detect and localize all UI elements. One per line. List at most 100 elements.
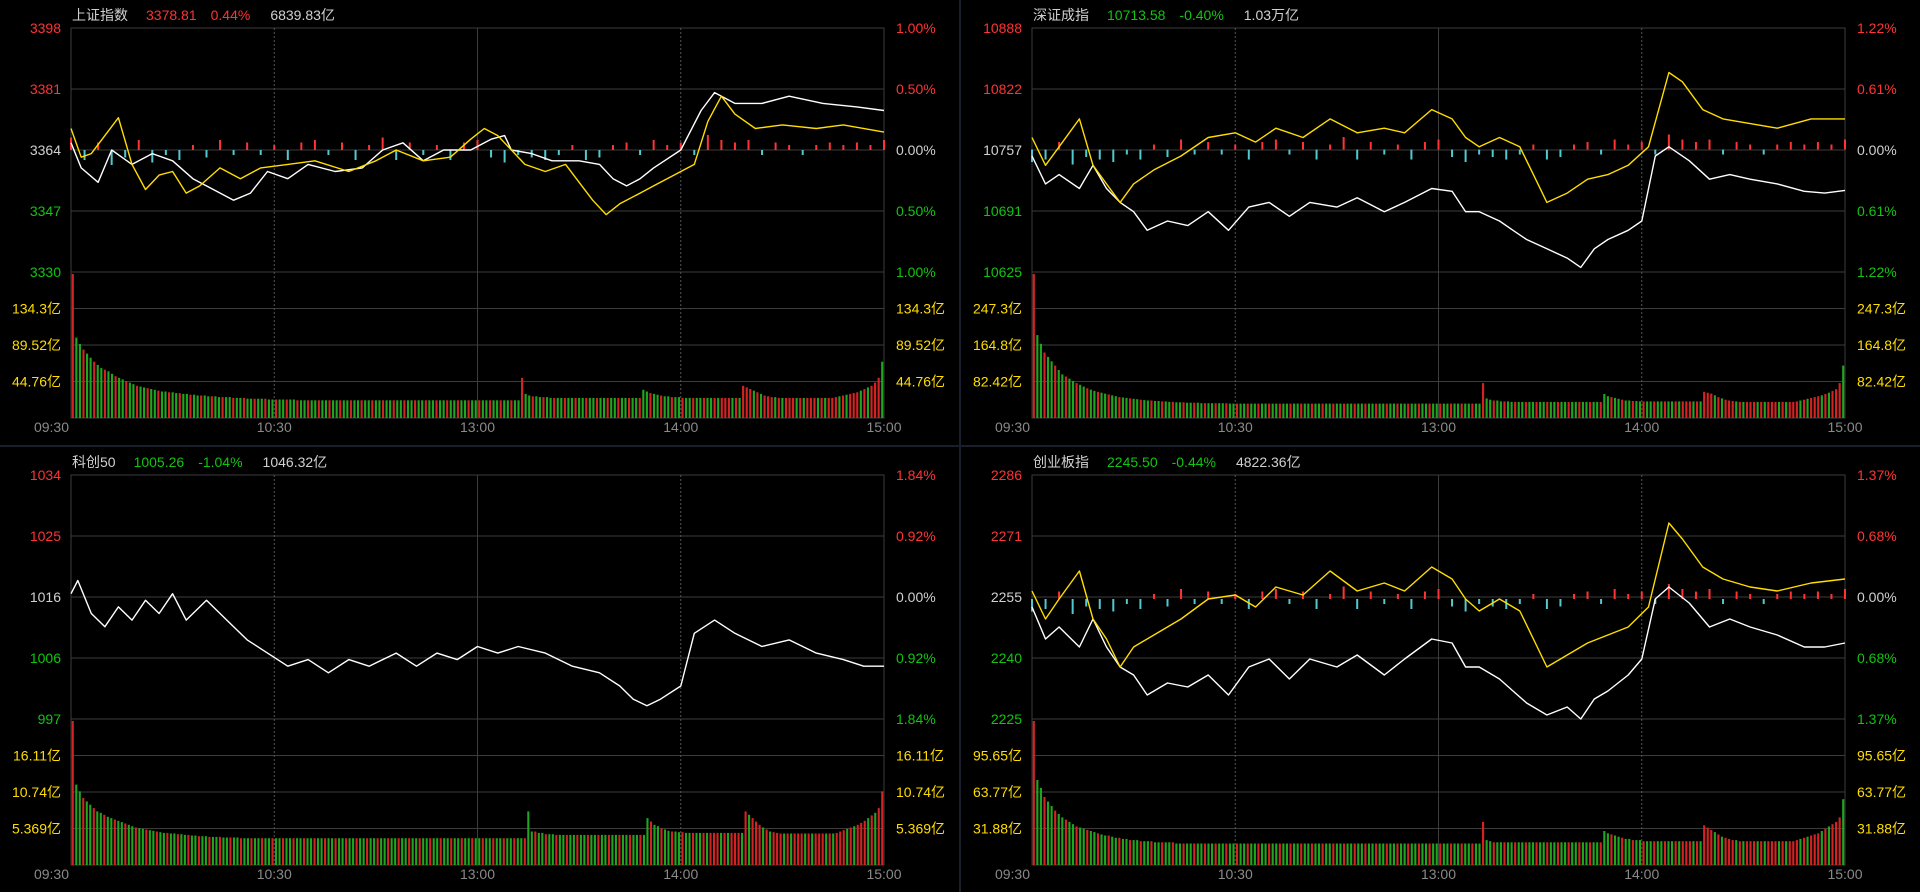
- volume-bar: [250, 398, 253, 418]
- volume-bar: [1303, 403, 1306, 418]
- momentum-bar: [1207, 591, 1210, 599]
- volume-bar: [1678, 401, 1681, 418]
- volume-bar: [171, 392, 174, 418]
- volume-bar: [1417, 843, 1420, 865]
- volume-bar: [225, 397, 228, 418]
- volume-bar: [335, 400, 338, 418]
- volume-bar: [1728, 400, 1731, 418]
- volume-bar: [649, 821, 653, 865]
- volume-bar: [153, 389, 156, 418]
- volume-bar: [1260, 403, 1264, 418]
- volume-bar: [1506, 842, 1510, 865]
- volume-bar: [222, 837, 225, 865]
- volume-bar: [1785, 841, 1788, 865]
- volume-bar: [1767, 401, 1770, 418]
- volume-bar: [267, 399, 270, 418]
- volume-bar: [1820, 395, 1823, 418]
- volume-bar: [1143, 841, 1146, 865]
- volume-bar: [85, 353, 89, 418]
- volume-bar: [1656, 841, 1659, 865]
- volume-bar: [1375, 843, 1378, 865]
- volume-bar: [1710, 829, 1713, 865]
- volume-bar: [867, 818, 870, 865]
- momentum-bar: [1545, 599, 1548, 609]
- index-change-pct: -0.44%: [1172, 454, 1216, 470]
- pct-tick-label: 0.50%: [896, 203, 936, 219]
- volume-bar: [749, 389, 752, 418]
- volume-bar: [1617, 398, 1620, 418]
- volume-bar: [292, 399, 295, 418]
- volume-bar: [1132, 398, 1135, 418]
- momentum-bar: [1803, 594, 1806, 599]
- volume-bar: [758, 824, 761, 865]
- momentum-bar: [1627, 144, 1630, 150]
- panel-chinext[interactable]: 创业板指 2245.50 -0.44% 4822.36亿 2286 1.37% 2271 0.…: [961, 447, 1920, 892]
- volume-bar: [1161, 401, 1164, 418]
- volume-bar: [799, 397, 802, 418]
- price-tick-label: 10691: [983, 203, 1022, 219]
- volume-bar: [1457, 403, 1460, 418]
- volume-bar: [1806, 398, 1809, 418]
- volume-bar: [781, 397, 784, 418]
- volume-bar: [1079, 827, 1082, 865]
- volume-bar: [510, 400, 513, 418]
- volume-bar: [185, 393, 188, 418]
- volume-bar: [387, 838, 390, 865]
- volume-bar: [1128, 840, 1132, 865]
- volume-bar: [1424, 403, 1428, 418]
- index-chart-svg: 上证指数 3378.81 0.44% 6839.83亿 3398 1.00% 3381 0.5…: [12, 7, 945, 435]
- volume-bar: [832, 833, 835, 865]
- volume-bar: [359, 838, 362, 865]
- pct-tick-label: 0.61%: [1857, 81, 1897, 97]
- volume-bar: [89, 804, 92, 865]
- volume-bar: [1556, 401, 1560, 418]
- panel-shanghai-composite[interactable]: 上证指数 3378.81 0.44% 6839.83亿 3398 1.00% 3381 0.5…: [0, 0, 959, 445]
- volume-bar: [355, 838, 358, 865]
- volume-bar: [1756, 401, 1759, 418]
- panel-shenzhen-component[interactable]: 深证成指 10713.58 -0.40% 1.03万亿 10888 1.22% 10822 0…: [961, 0, 1920, 445]
- volume-bar: [481, 838, 484, 865]
- volume-bar: [727, 397, 730, 418]
- volume-bar: [595, 397, 599, 418]
- momentum-bar: [1437, 589, 1440, 599]
- momentum-bar: [449, 150, 452, 160]
- volume-bar: [1043, 352, 1046, 418]
- volume-bar: [734, 397, 738, 418]
- volume-bar: [827, 397, 830, 418]
- momentum-bar: [1288, 149, 1291, 155]
- panel-star50[interactable]: 科创50 1005.26 -1.04% 1046.32亿 1034 1.84% 1025 0.…: [0, 447, 959, 892]
- volume-bar: [776, 832, 779, 865]
- volume-bar: [1467, 403, 1470, 418]
- momentum-bar: [490, 150, 493, 158]
- index-name: 上证指数: [72, 7, 128, 23]
- volume-bar: [392, 400, 395, 418]
- volume-bar: [425, 838, 428, 865]
- volume-bar: [1564, 401, 1567, 418]
- volume-bar: [578, 397, 581, 418]
- momentum-bar: [720, 140, 723, 150]
- volume-bar: [309, 838, 313, 865]
- volume-bar: [1057, 370, 1060, 418]
- price-tick-label: 3347: [30, 203, 61, 219]
- volume-bar: [1670, 841, 1674, 865]
- volume-bar: [429, 838, 432, 865]
- volume-bar: [1496, 842, 1499, 865]
- volume-bar: [752, 390, 755, 418]
- volume-bar: [1613, 397, 1617, 418]
- volume-bar: [818, 833, 821, 865]
- momentum-bar: [1315, 599, 1318, 609]
- momentum-bar: [1830, 144, 1833, 150]
- volume-bar: [1364, 403, 1367, 418]
- volume-bar: [324, 400, 328, 418]
- momentum-bar: [232, 150, 235, 155]
- pct-tick-label: 1.00%: [896, 264, 936, 280]
- volume-bar: [1760, 401, 1763, 418]
- volume-bar: [271, 838, 274, 865]
- volume-bar: [692, 397, 695, 418]
- volume-bar: [513, 400, 517, 418]
- volume-bar: [555, 834, 558, 865]
- volume-bar: [720, 397, 723, 418]
- volume-bar: [1146, 400, 1149, 418]
- volume-bar: [723, 832, 726, 865]
- volume-bar: [877, 808, 880, 865]
